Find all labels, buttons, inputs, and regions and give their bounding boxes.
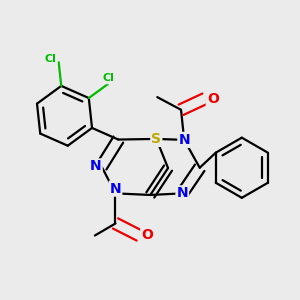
Text: N: N [176,186,188,200]
Text: Cl: Cl [45,54,57,64]
Text: S: S [151,132,161,146]
Text: Cl: Cl [102,73,114,83]
Text: N: N [110,182,121,196]
Text: N: N [90,160,102,173]
Text: N: N [178,133,190,147]
Text: O: O [141,229,153,242]
Text: O: O [207,92,219,106]
